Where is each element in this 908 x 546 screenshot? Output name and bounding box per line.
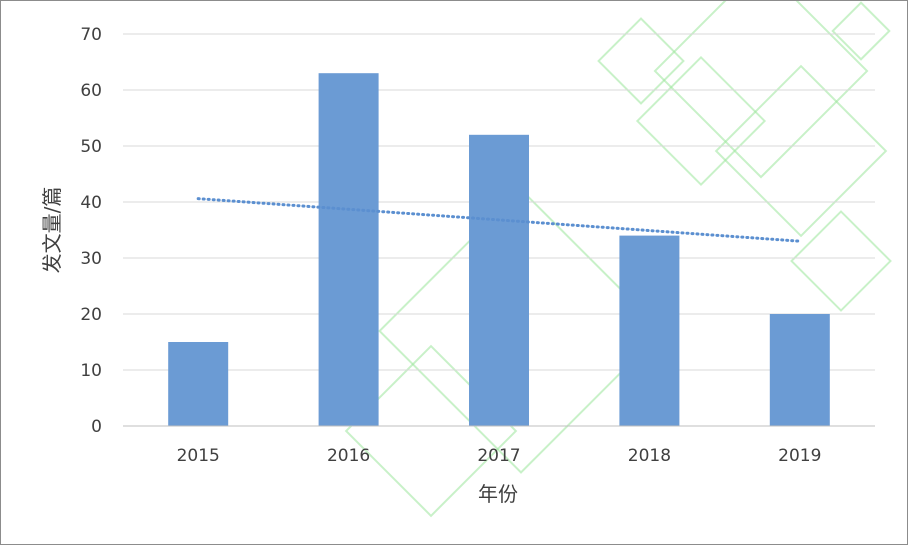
y-tick-label: 70 (80, 25, 102, 45)
bar (619, 235, 680, 426)
watermark-square (378, 188, 664, 474)
y-axis-ticks: 0 10 20 30 40 50 60 70 (80, 25, 102, 437)
bar-series (168, 73, 830, 427)
watermark-square (790, 210, 892, 312)
y-tick-label: 50 (80, 137, 102, 157)
x-tick-label: 2015 (177, 446, 220, 466)
x-tick-label: 2018 (628, 446, 671, 466)
watermark-pattern (344, 1, 892, 518)
bar (469, 134, 529, 427)
x-tick-label: 2016 (327, 446, 370, 466)
watermark-square (714, 64, 888, 238)
bar (769, 314, 830, 426)
y-tick-label: 20 (80, 305, 102, 325)
x-tick-label: 2017 (477, 446, 520, 466)
trendline (196, 197, 802, 243)
y-tick-label: 0 (91, 417, 102, 437)
watermark-square (635, 55, 767, 187)
trendline-path (196, 197, 802, 243)
watermark-square (653, 1, 869, 179)
x-tick-label: 2019 (778, 446, 821, 466)
x-axis-title: 年份 (478, 482, 518, 506)
y-tick-label: 30 (80, 249, 102, 269)
y-tick-label: 10 (80, 361, 102, 381)
bar (168, 342, 229, 426)
x-axis-ticks: 2015 2016 2017 2018 2019 (177, 446, 822, 466)
watermark-square (597, 17, 685, 105)
watermark-square (831, 1, 891, 61)
y-tick-label: 40 (80, 193, 102, 213)
bar (318, 73, 379, 426)
y-axis-title: 发文量/篇 (40, 187, 64, 274)
y-tick-label: 60 (80, 81, 102, 101)
